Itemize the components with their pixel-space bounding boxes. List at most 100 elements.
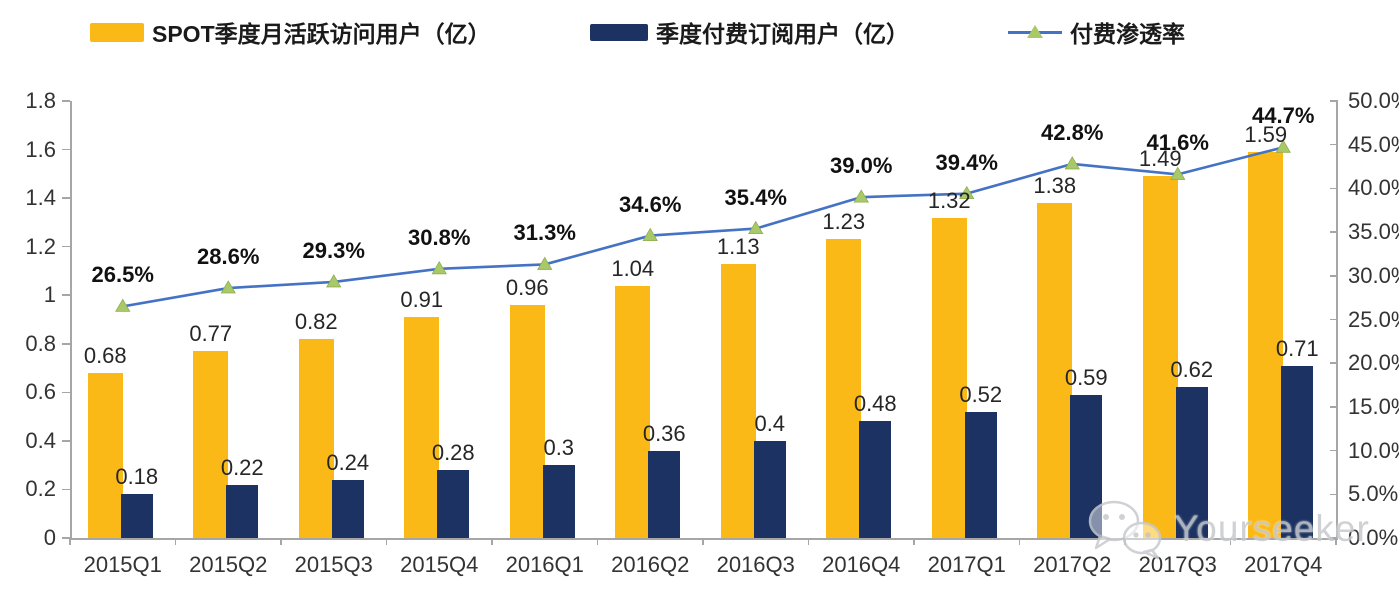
y-axis-right-tick bbox=[1329, 187, 1338, 190]
y-axis-left-tick-label: 0.2 bbox=[25, 476, 56, 502]
y-axis-left-tick bbox=[62, 245, 70, 248]
y-axis-left-line bbox=[70, 101, 72, 538]
x-axis-category-label: 2016Q1 bbox=[505, 552, 584, 577]
x-axis-tick bbox=[1018, 538, 1021, 545]
penetration-value-label: 42.8% bbox=[1041, 119, 1104, 145]
x-axis-category-label: 2015Q1 bbox=[83, 552, 162, 577]
legend-label-mau: SPOT季度月活跃访问用户（亿） bbox=[152, 21, 491, 47]
watermark-text: Yourseeker bbox=[1174, 508, 1370, 549]
y-axis-left-tick-label: 0 bbox=[43, 525, 56, 550]
subs-bar bbox=[753, 440, 786, 538]
mau-value-label: 1.23 bbox=[822, 209, 866, 235]
penetration-value-label: 39.4% bbox=[935, 149, 998, 175]
y-axis-left-tick bbox=[62, 440, 70, 442]
y-axis-left-tick bbox=[62, 294, 70, 296]
y-axis-right-tick-label: 25.0% bbox=[1348, 306, 1399, 332]
y-axis-left-tick bbox=[62, 197, 70, 199]
mau-value-label: 1.38 bbox=[1033, 172, 1077, 198]
mau-value-label: 0.77 bbox=[189, 321, 233, 347]
mau-bar bbox=[87, 372, 123, 538]
mau-bar bbox=[931, 217, 967, 538]
y-axis-right-tick bbox=[1329, 100, 1338, 102]
subs-value-label: 0.36 bbox=[642, 420, 686, 446]
x-axis-tick bbox=[596, 538, 599, 545]
y-axis-left-tick-label: 1.2 bbox=[25, 233, 56, 259]
y-axis-right-tick-label: 40.0% bbox=[1348, 175, 1399, 201]
penetration-value-label: 39.0% bbox=[830, 153, 893, 179]
penetration-value-label: 31.3% bbox=[513, 220, 576, 246]
y-axis-right-tick bbox=[1329, 537, 1338, 539]
x-axis-tick bbox=[174, 538, 177, 545]
mau-bar bbox=[193, 351, 229, 538]
y-axis-right-tick bbox=[1329, 318, 1338, 321]
y-axis-left-tick-label: 0.8 bbox=[25, 330, 56, 356]
y-axis-left-tick-label: 1.6 bbox=[25, 136, 56, 162]
subs-value-label: 0.18 bbox=[115, 464, 159, 490]
mau-value-label: 0.68 bbox=[83, 342, 127, 368]
mau-bar bbox=[826, 239, 862, 538]
legend-item-penetration: 付费渗透率 bbox=[1008, 18, 1185, 47]
y-axis-left-tick-label: 0.6 bbox=[25, 379, 56, 405]
mau-value-label: 1.13 bbox=[716, 233, 760, 259]
x-axis-tick bbox=[69, 538, 71, 545]
legend-item-mau: SPOT季度月活跃访问用户（亿） bbox=[90, 18, 491, 47]
subs-value-label: 0.24 bbox=[326, 449, 370, 475]
y-axis-left-tick-label: 1.4 bbox=[25, 185, 56, 211]
mau-bar bbox=[509, 304, 545, 538]
x-axis-category-label: 2016Q2 bbox=[611, 552, 690, 577]
y-axis-right-tick-label: 50.0% bbox=[1348, 88, 1399, 113]
x-axis-tick bbox=[807, 538, 810, 545]
y-axis-right-tick-label: 35.0% bbox=[1348, 219, 1399, 245]
y-axis-right-tick bbox=[1329, 493, 1338, 496]
subs-value-label: 0.48 bbox=[853, 391, 897, 417]
subs-bar-swatch-icon bbox=[590, 23, 648, 41]
x-axis-tick bbox=[1335, 538, 1337, 545]
y-axis-right-tick bbox=[1329, 362, 1338, 364]
legend-label-penetration: 付费渗透率 bbox=[1070, 21, 1185, 47]
subs-value-label: 0.4 bbox=[754, 410, 786, 436]
mau-value-label: 0.82 bbox=[294, 308, 338, 334]
subs-value-label: 0.28 bbox=[431, 440, 475, 466]
subs-bar bbox=[331, 479, 364, 538]
y-axis-right-tick-label: 15.0% bbox=[1348, 393, 1399, 419]
subs-value-label: 0.22 bbox=[220, 454, 264, 480]
subs-bar bbox=[648, 450, 681, 538]
penetration-line-swatch-icon bbox=[1008, 22, 1062, 42]
subs-bar bbox=[226, 484, 259, 538]
y-axis-left-tick bbox=[62, 391, 70, 394]
x-axis-tick bbox=[1229, 538, 1232, 545]
subs-bar bbox=[859, 421, 892, 538]
penetration-value-label: 28.6% bbox=[197, 244, 260, 270]
mau-bar-swatch-icon bbox=[90, 22, 144, 42]
penetration-value-label: 41.6% bbox=[1146, 130, 1209, 156]
x-axis-category-label: 2015Q3 bbox=[294, 552, 373, 577]
y-axis-right-tick bbox=[1329, 406, 1338, 408]
penetration-value-label: 29.3% bbox=[302, 237, 365, 263]
y-axis-right-tick bbox=[1329, 143, 1338, 146]
wechat-icon bbox=[1088, 500, 1162, 560]
penetration-value-label: 26.5% bbox=[91, 262, 154, 288]
mau-bar bbox=[298, 338, 334, 538]
y-axis-right-tick bbox=[1329, 275, 1338, 277]
subs-value-label: 0.3 bbox=[543, 435, 575, 461]
mau-value-label: 1.32 bbox=[927, 187, 971, 213]
subs-bar bbox=[120, 494, 153, 538]
y-axis-right-tick bbox=[1329, 231, 1338, 233]
y-axis-left-tick bbox=[62, 343, 70, 345]
y-axis-left-tick bbox=[62, 148, 70, 151]
y-axis-right-tick-label: 30.0% bbox=[1348, 262, 1399, 288]
penetration-value-label: 30.8% bbox=[408, 224, 471, 250]
subs-value-label: 0.59 bbox=[1064, 364, 1108, 390]
x-axis-tick bbox=[491, 538, 493, 545]
y-axis-left-tick bbox=[62, 537, 70, 539]
mau-value-label: 0.91 bbox=[400, 287, 444, 313]
subs-bar bbox=[964, 411, 997, 538]
x-axis-category-label: 2016Q3 bbox=[716, 552, 795, 577]
y-axis-right-tick bbox=[1329, 449, 1338, 452]
x-axis-tick bbox=[913, 538, 915, 545]
y-axis-left-tick bbox=[62, 100, 70, 102]
y-axis-right-tick-label: 20.0% bbox=[1348, 350, 1399, 376]
subs-bar bbox=[542, 465, 575, 538]
subs-bar bbox=[437, 470, 470, 538]
